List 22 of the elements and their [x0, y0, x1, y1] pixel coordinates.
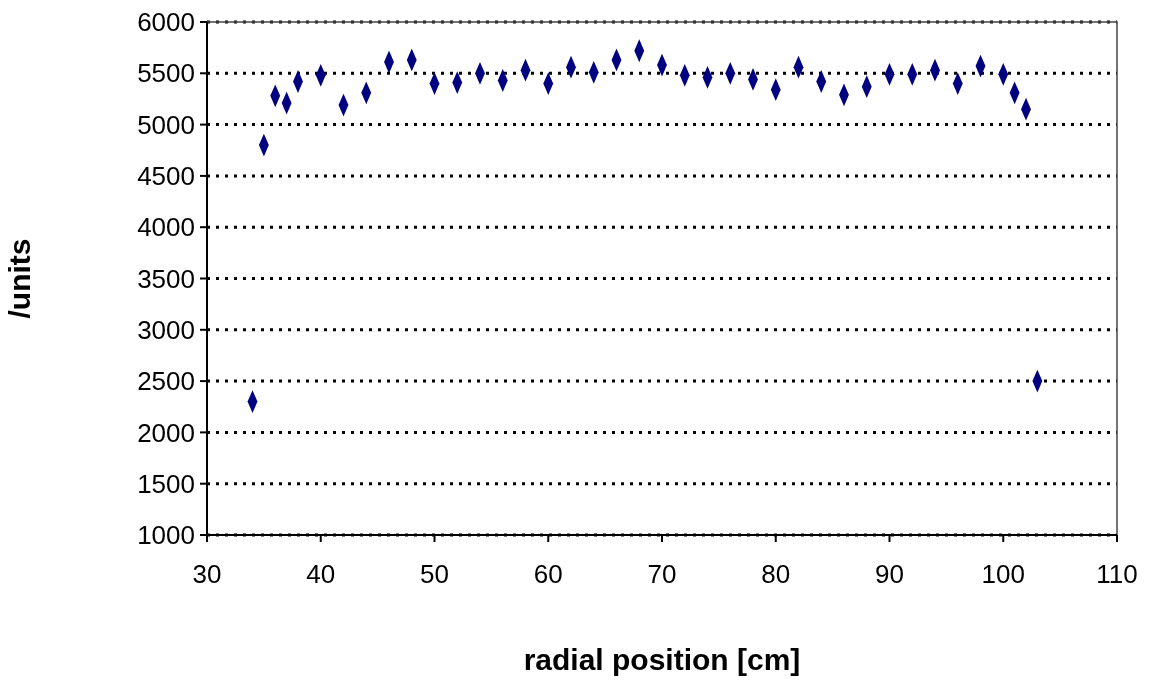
x-tick-label: 70 [647, 559, 677, 589]
y-tick-label: 3500 [137, 263, 195, 294]
y-tick-label: 5000 [137, 109, 195, 140]
y-tick-label: 6000 [137, 7, 195, 38]
x-tick-label: 80 [761, 559, 791, 589]
y-axis-title: /units [3, 238, 36, 319]
y-tick-label: 1000 [137, 520, 195, 551]
x-tick-label: 100 [981, 559, 1025, 589]
y-tick-label: 3000 [137, 314, 195, 345]
y-tick-label: 1500 [137, 468, 195, 499]
x-tick-label: 60 [533, 559, 563, 589]
y-tick-label: 4000 [137, 212, 195, 243]
x-axis-title: radial position [cm] [523, 643, 801, 676]
x-tick-label: 50 [420, 559, 449, 589]
x-tick-label: 110 [1096, 559, 1138, 589]
y-tick-label: 2500 [137, 366, 195, 397]
y-tick-label: 4500 [137, 161, 195, 191]
x-tick-label: 90 [875, 559, 904, 589]
y-tick-label: 2000 [137, 417, 195, 448]
x-tick-label: 30 [192, 559, 222, 589]
y-tick-label: 5500 [137, 58, 195, 89]
x-tick-label: 40 [306, 559, 336, 589]
